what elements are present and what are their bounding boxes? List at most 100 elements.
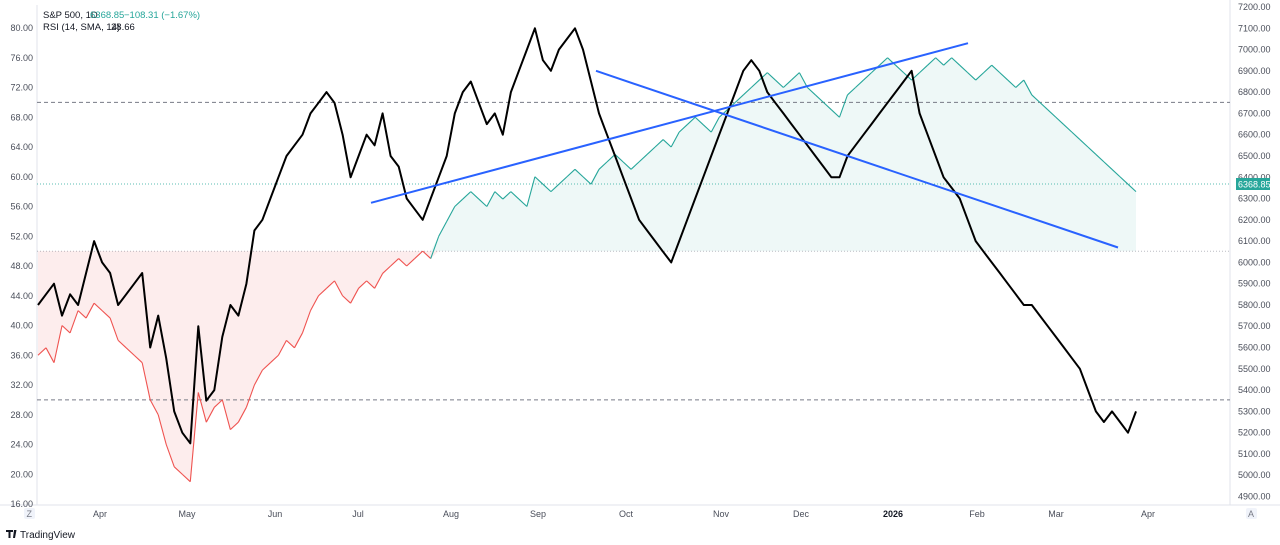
rsi-line-segment	[117, 339, 127, 349]
trendline-2[interactable]	[595, 69, 1119, 249]
x-axis-tick-label: Sep	[530, 509, 546, 519]
rsi-line-segment	[1127, 183, 1137, 193]
rsi-line-segment	[237, 407, 247, 423]
left-axis-tick-label: 20.00	[10, 469, 33, 479]
rsi-line-segment	[1103, 161, 1113, 170]
rsi-line-segment	[1071, 131, 1081, 140]
rsi-line-segment	[45, 347, 55, 363]
rsi-line-segment	[574, 168, 584, 178]
corner-left-box[interactable]	[24, 508, 35, 519]
rsi-line-segment	[181, 473, 191, 483]
rsi-line-segment	[879, 57, 888, 66]
rsi-line-segment	[366, 280, 375, 289]
right-axis-tick-label: 6600.00	[1238, 130, 1271, 140]
rsi-fill-below	[38, 251, 1136, 482]
corner-right-box[interactable]	[1246, 508, 1257, 519]
rsi-line-segment	[782, 79, 792, 88]
rsi-line-segment	[149, 399, 159, 416]
rsi-line-segment	[550, 183, 560, 193]
legend-indicator-value: 28.66	[111, 22, 135, 33]
right-axis-tick-label: 5600.00	[1238, 343, 1271, 353]
right-axis-tick-label: 7000.00	[1238, 45, 1271, 55]
rsi-line-segment	[1031, 94, 1041, 103]
rsi-line-segment	[310, 295, 319, 311]
rsi-line-segment	[518, 198, 528, 207]
rsi-line-segment	[766, 72, 776, 81]
rsi-line-segment	[318, 287, 327, 297]
rsi-line-segment	[270, 354, 279, 364]
rsi-line-segment	[301, 310, 312, 334]
rsi-line-segment	[390, 258, 400, 267]
rsi-line-segment	[286, 339, 295, 349]
rsi-line-segment	[133, 354, 143, 364]
price-badge: 6368.85	[1236, 178, 1271, 190]
x-axis-tick-label: Nov	[713, 509, 730, 519]
x-axis-tick-label: Apr	[1141, 509, 1155, 519]
rsi-line-segment	[542, 183, 552, 193]
branding[interactable]: TradingView	[6, 530, 76, 541]
right-axis-tick-label: 6800.00	[1238, 87, 1271, 97]
left-axis-tick-label: 24.00	[10, 440, 33, 450]
rsi-line-segment	[622, 161, 632, 170]
right-axis-tick-label: 5700.00	[1238, 321, 1271, 331]
rsi-line-segment	[109, 317, 119, 341]
rsi-line-segment	[927, 57, 937, 66]
left-axis-tick-label: 56.00	[10, 202, 33, 212]
rsi-line-segment	[790, 72, 800, 81]
rsi-line-segment	[205, 407, 215, 423]
rsi-line-segment	[1015, 79, 1025, 88]
rsi-line-segment	[670, 131, 680, 148]
rsi-line-segment	[350, 288, 360, 304]
right-axis-tick-label: 7200.00	[1238, 2, 1271, 12]
rsi-line-segment	[678, 124, 688, 133]
rsi-line-segment	[374, 273, 384, 289]
plot-area[interactable]: 80.00 76.00 72.00 68.00 64.00 60.00 56.00 52.00…	[0, 0, 1280, 519]
rsi-line-segment	[245, 384, 255, 408]
left-axis-tick-label: 36.00	[10, 350, 33, 360]
rsi-line-segment	[398, 258, 408, 267]
rsi-line-segment	[919, 64, 928, 74]
trendline-1[interactable]	[370, 42, 969, 204]
rsi-line-segment	[991, 64, 1001, 74]
rsi-line-segment	[101, 310, 111, 319]
rsi-line-segment	[815, 94, 824, 103]
legend-price: 6368.85	[90, 10, 124, 21]
rsi-line-segment	[831, 109, 840, 118]
rsi-line-segment	[534, 176, 544, 185]
left-axis-tick-label: 28.00	[10, 410, 33, 420]
left-axis-tick-label: 60.00	[10, 172, 33, 182]
rsi-line-segment	[999, 72, 1009, 81]
right-axis-tick-label: 6100.00	[1238, 236, 1271, 246]
rsi-line-segment	[125, 347, 135, 356]
rsi-line-segment	[93, 302, 103, 312]
rsi-line-segment	[173, 466, 183, 475]
rsi-line-segment	[838, 94, 848, 118]
rsi-line-segment	[526, 176, 536, 207]
left-axis-tick-label: 52.00	[10, 231, 33, 241]
rsi-line-segment	[326, 280, 335, 289]
right-axis-tick-label: 5800.00	[1238, 300, 1271, 310]
rsi-line-segment	[895, 64, 904, 74]
x-axis-tick-label: 2026	[883, 509, 903, 519]
rsi-line-segment	[855, 79, 864, 88]
left-axis-tick-label: 16.00	[10, 499, 33, 509]
right-axis-tick-label: 5200.00	[1238, 428, 1271, 438]
rsi-line-segment	[253, 369, 263, 386]
price-badge-bg	[1236, 178, 1270, 190]
rsi-line-segment	[1095, 154, 1105, 163]
rsi-line-segment	[935, 57, 945, 66]
rsi-line-segment	[558, 176, 568, 185]
rsi-line-segment	[141, 362, 151, 400]
rsi-line-segment	[807, 87, 816, 96]
rsi-line-segment	[638, 154, 648, 163]
right-axis-tick-label: 4900.00	[1238, 492, 1271, 502]
rsi-line-segment	[478, 198, 488, 207]
x-axis-tick-label: Dec	[793, 509, 810, 519]
rsi-line-segment	[69, 310, 79, 334]
rsi-line-segment	[1055, 116, 1065, 126]
left-axis-tick-label: 32.00	[10, 380, 33, 390]
price-line[interactable]	[37, 27, 1137, 445]
right-axis-tick-label: 6000.00	[1238, 257, 1271, 267]
left-axis-tick-label: 44.00	[10, 291, 33, 301]
